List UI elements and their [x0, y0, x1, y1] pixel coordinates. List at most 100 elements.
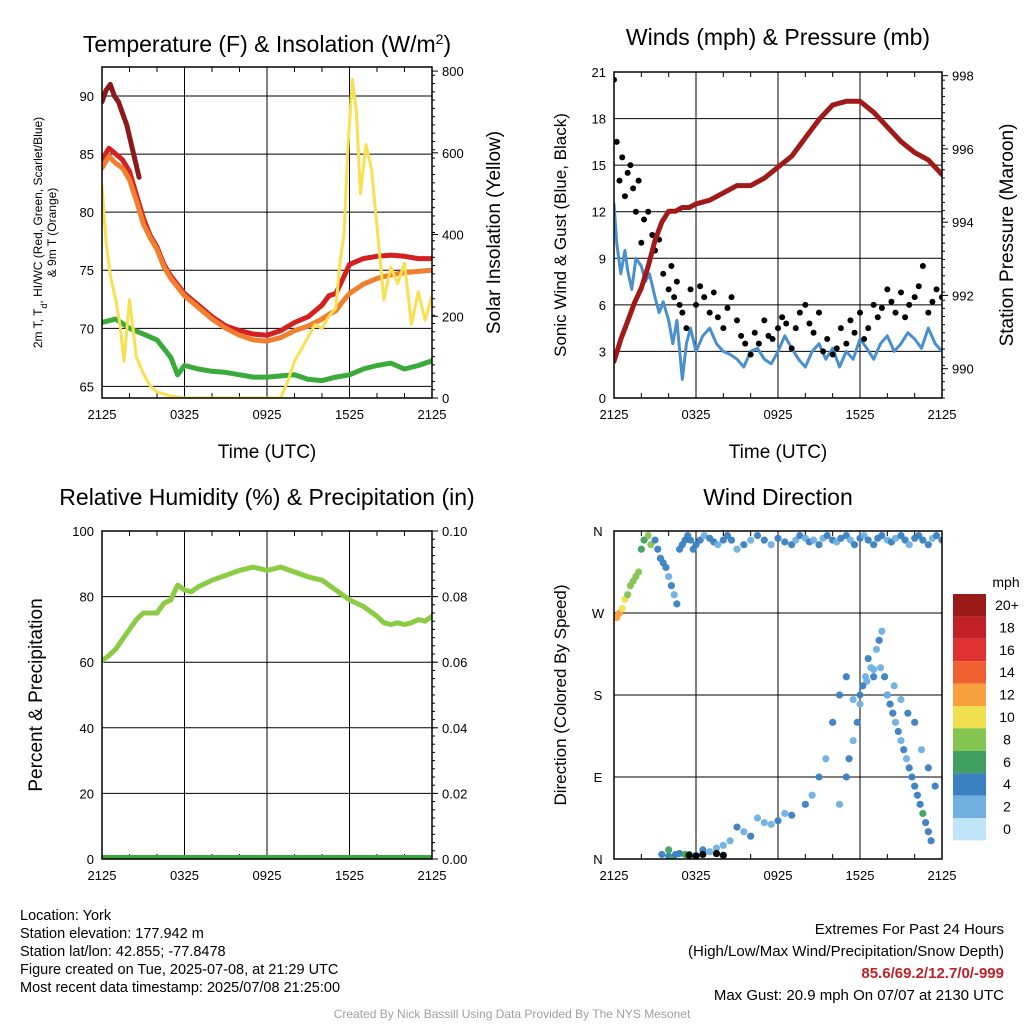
- plot-area: [102, 564, 432, 859]
- data-point: [635, 177, 642, 184]
- data-point: [847, 317, 854, 324]
- direction-point: [760, 536, 768, 544]
- y-tick-label: 6: [599, 298, 606, 313]
- recent-text: Most recent data timestamp: 2025/07/08 2…: [20, 980, 341, 996]
- data-point: [751, 329, 758, 336]
- data-point: [816, 309, 822, 316]
- y-tick-label: S: [594, 688, 603, 703]
- direction-point: [753, 814, 762, 822]
- y2-tick-label: 0: [442, 391, 449, 406]
- data-point: [755, 340, 762, 347]
- y-tick-label: N: [593, 852, 602, 867]
- x-tick-label: 2125: [600, 407, 629, 422]
- y-tick-label: 3: [599, 344, 606, 359]
- x-tick-label: 2125: [928, 868, 957, 883]
- data-point: [769, 336, 776, 343]
- data-point: [884, 286, 891, 293]
- data-point: [728, 294, 735, 301]
- direction-point: [875, 636, 883, 644]
- direction-point: [881, 673, 889, 681]
- y-tick-label: 80: [80, 590, 94, 605]
- data-point: [676, 301, 683, 308]
- direction-point: [842, 673, 850, 681]
- x-tick-label: 1525: [335, 868, 364, 883]
- data-point: [641, 216, 648, 223]
- y-tick-label: 21: [592, 65, 606, 80]
- direction-point: [808, 791, 816, 799]
- direction-point: [867, 664, 875, 672]
- data-point: [902, 314, 909, 321]
- station-info: Location: York Station elevation: 177.94…: [20, 907, 340, 997]
- direction-point: [864, 654, 872, 663]
- direction-point: [905, 541, 913, 549]
- data-point: [806, 320, 813, 327]
- y-tick-label: E: [594, 770, 603, 785]
- direction-point: [788, 811, 796, 819]
- series-line: [614, 98, 942, 364]
- legend-label: 8: [1003, 731, 1011, 747]
- direction-point: [902, 755, 911, 763]
- direction-point: [891, 534, 900, 542]
- legend-swatch: [953, 638, 986, 662]
- data-point: [861, 336, 868, 343]
- data-point: [783, 320, 790, 327]
- direction-point: [889, 709, 897, 717]
- panel-wind: Winds (mph) & Pressure (mb) 2125 0325 0925 1…: [551, 24, 1018, 463]
- data-point: [824, 336, 831, 343]
- created-text: Figure created on Tue, 2025-07-08, at 21…: [20, 962, 339, 978]
- direction-point: [624, 591, 632, 599]
- data-point: [638, 239, 645, 246]
- direction-point: [917, 746, 926, 754]
- y-tick-label: 9: [599, 251, 606, 266]
- data-point: [630, 185, 637, 192]
- direction-point: [686, 536, 695, 544]
- direction-point: [897, 695, 905, 704]
- panel-title-rh: Relative Humidity (%) & Precipitation (i…: [59, 484, 474, 510]
- data-point: [775, 325, 781, 332]
- data-point: [627, 162, 634, 169]
- y-tick-label: 90: [80, 89, 94, 104]
- direction-point: [801, 800, 809, 808]
- direction-point: [878, 627, 886, 635]
- x-tick-label: 2125: [418, 407, 447, 422]
- direction-point: [870, 673, 878, 681]
- direction-point: [740, 541, 748, 549]
- direction-point: [747, 536, 755, 544]
- direction-point: [685, 851, 693, 859]
- data-point: [697, 283, 704, 290]
- y-tick-label: 15: [592, 158, 606, 173]
- y-tick-label: 0: [87, 852, 94, 867]
- direction-point: [891, 718, 900, 726]
- legend-label: 14: [999, 664, 1015, 680]
- y-tick-label: 100: [72, 524, 94, 539]
- direction-point: [673, 600, 681, 608]
- legend-label: 16: [999, 642, 1015, 658]
- x-tick-label: 1525: [846, 407, 875, 422]
- x-tick-label: 2125: [928, 407, 957, 422]
- direction-point: [849, 695, 857, 704]
- direction-point: [815, 541, 823, 549]
- y-axis-label: Percent & Precipitation: [26, 598, 47, 791]
- data-point: [679, 309, 686, 316]
- data-point: [761, 317, 768, 324]
- data-point: [649, 232, 656, 238]
- legend-label: 10: [999, 709, 1015, 725]
- y2-tick-label: 200: [442, 309, 464, 324]
- y2-tick-label: 994: [952, 215, 974, 230]
- data-point: [906, 301, 913, 308]
- data-point: [624, 169, 631, 176]
- direction-point: [809, 536, 818, 544]
- extremes-title: Extremes For Past 24 Hours: [814, 921, 1004, 938]
- data-point: [720, 325, 727, 332]
- data-point: [665, 286, 672, 293]
- data-point: [706, 309, 713, 316]
- plot-area: [614, 76, 942, 381]
- direction-point: [856, 691, 864, 699]
- data-point: [796, 309, 803, 316]
- series-line: [102, 153, 432, 344]
- direction-point: [861, 673, 870, 681]
- y-tick-label: 20: [80, 786, 94, 801]
- x-tick-label: 0925: [764, 407, 793, 422]
- panel-temp: Temperature (F) & Insolation (W/m2)2125 0…: [31, 31, 505, 463]
- y-tick-label: 18: [592, 112, 606, 127]
